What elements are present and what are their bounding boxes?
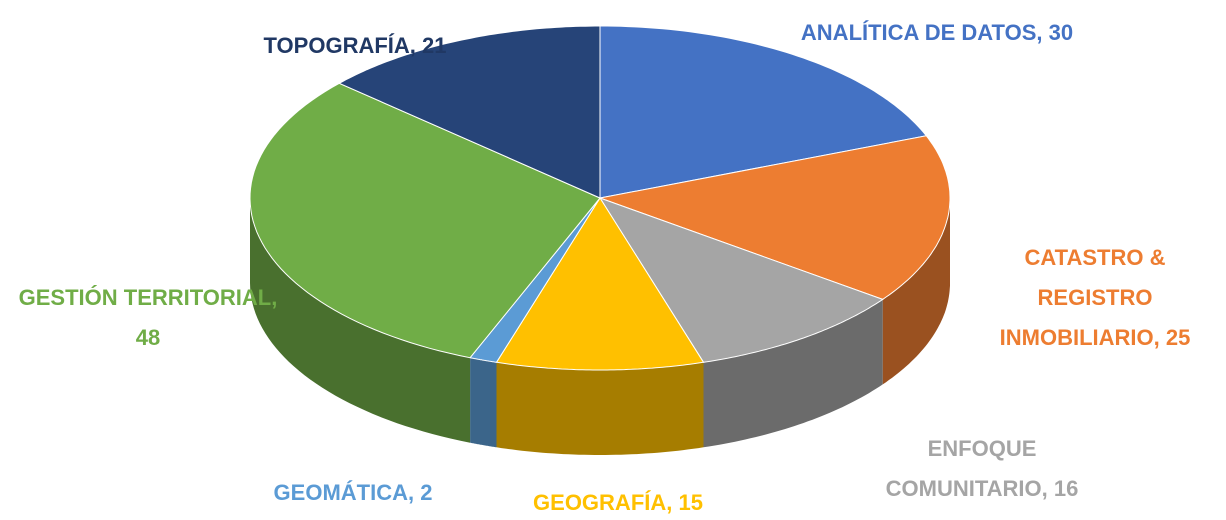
slice: [598, 197, 884, 363]
slice: [599, 25, 928, 199]
data-label: CATASTRO & REGISTRO INMOBILIARIO, 25: [999, 245, 1191, 350]
data-label: ANALÍTICA DE DATOS, 30: [800, 20, 1074, 45]
slice: [598, 135, 951, 300]
data-label: ENFOQUE COMUNITARIO, 16: [885, 436, 1079, 501]
slice: [469, 197, 601, 363]
slice: [495, 197, 705, 371]
slice-side: [496, 362, 704, 455]
data-label: GEOGRAFÍA, 15: [533, 490, 703, 515]
slice-side: [250, 198, 471, 443]
slice: [338, 25, 601, 199]
data-label: GEOMÁTICA, 2: [273, 480, 433, 505]
data-label: TOPOGRAFÍA, 21: [263, 33, 447, 58]
data-label: GESTIÓN TERRITORIAL, 48: [18, 285, 278, 350]
slice-side: [882, 198, 950, 385]
slice-side: [470, 357, 497, 448]
slice: [249, 82, 601, 359]
slice-side: [703, 299, 883, 448]
